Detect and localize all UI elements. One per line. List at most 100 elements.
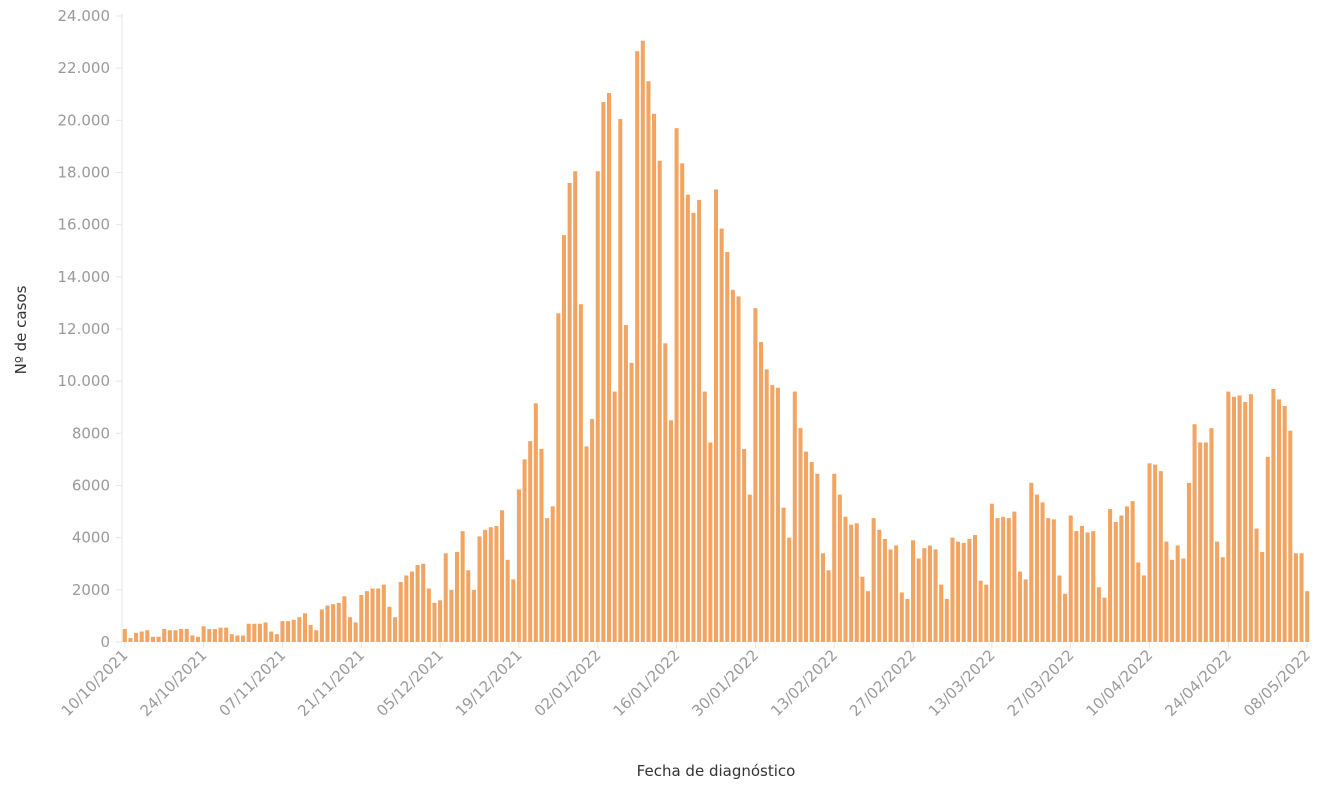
bar bbox=[359, 595, 364, 642]
y-tick-label: 14.000 bbox=[58, 268, 111, 286]
bar bbox=[1091, 531, 1096, 642]
bar bbox=[539, 448, 544, 642]
bar bbox=[342, 596, 347, 642]
x-tick-label: 10/04/2022 bbox=[1082, 646, 1156, 720]
bar bbox=[646, 81, 651, 643]
bar bbox=[156, 636, 161, 642]
bar bbox=[640, 40, 645, 642]
bar bbox=[730, 289, 735, 642]
y-tick-label: 2000 bbox=[72, 581, 110, 599]
bar bbox=[201, 626, 206, 642]
bar bbox=[1254, 528, 1259, 642]
bar bbox=[927, 545, 932, 642]
bar bbox=[798, 428, 803, 642]
bar bbox=[404, 575, 409, 642]
bar bbox=[984, 584, 989, 642]
bar bbox=[1282, 405, 1287, 642]
bar bbox=[336, 602, 341, 642]
bar bbox=[432, 602, 437, 642]
bar bbox=[415, 565, 420, 642]
bar bbox=[545, 518, 550, 642]
bar bbox=[1079, 525, 1084, 642]
bar bbox=[590, 418, 595, 642]
bar bbox=[505, 559, 510, 642]
bar bbox=[195, 636, 201, 642]
bar bbox=[477, 536, 482, 642]
bar bbox=[956, 541, 961, 642]
y-tick-label: 24.000 bbox=[58, 7, 111, 25]
bar bbox=[1034, 494, 1039, 642]
bar bbox=[348, 617, 353, 642]
bar bbox=[128, 638, 133, 642]
bar bbox=[595, 171, 600, 642]
x-tick-label: 05/12/2021 bbox=[373, 646, 447, 720]
bar bbox=[297, 617, 302, 642]
bar bbox=[989, 503, 994, 642]
bar bbox=[719, 228, 724, 642]
y-tick-label: 4000 bbox=[72, 529, 110, 547]
bar bbox=[837, 494, 842, 642]
y-axis-title: Nº de casos bbox=[12, 285, 30, 374]
bar bbox=[246, 623, 251, 642]
bar bbox=[877, 529, 882, 642]
x-tick-label: 19/12/2021 bbox=[452, 646, 526, 720]
bar bbox=[708, 442, 713, 642]
bar bbox=[1136, 562, 1141, 642]
bar bbox=[1305, 591, 1310, 642]
bar bbox=[680, 163, 685, 642]
bar bbox=[1001, 516, 1006, 642]
bar bbox=[792, 391, 797, 642]
bar bbox=[1108, 508, 1113, 642]
bar bbox=[832, 473, 837, 642]
bar bbox=[122, 628, 127, 642]
bar bbox=[302, 613, 308, 642]
bar bbox=[905, 598, 910, 642]
bar bbox=[212, 628, 217, 642]
bar bbox=[674, 128, 679, 643]
bar bbox=[263, 622, 268, 642]
bar bbox=[978, 580, 983, 642]
bar bbox=[1158, 471, 1163, 642]
bar bbox=[775, 387, 780, 642]
bar bbox=[364, 591, 369, 642]
bar bbox=[454, 552, 460, 642]
bar bbox=[916, 558, 921, 642]
bar bbox=[1063, 593, 1068, 642]
bar bbox=[443, 553, 448, 642]
bar bbox=[826, 570, 831, 642]
bar bbox=[922, 548, 927, 642]
x-tick-label: 07/11/2021 bbox=[215, 646, 289, 720]
bar bbox=[145, 630, 150, 642]
bar bbox=[381, 584, 386, 642]
bar bbox=[612, 391, 617, 642]
x-tick-label: 27/03/2022 bbox=[1004, 646, 1078, 720]
bar bbox=[173, 630, 178, 642]
bar bbox=[257, 623, 262, 642]
x-tick-label: 13/03/2022 bbox=[925, 646, 999, 720]
bar bbox=[398, 582, 403, 642]
bar bbox=[1231, 396, 1237, 642]
bar bbox=[421, 563, 426, 642]
x-tick-label: 30/01/2022 bbox=[688, 646, 762, 720]
bar bbox=[584, 446, 589, 642]
bar bbox=[556, 313, 561, 642]
bar bbox=[1164, 541, 1169, 642]
x-axis-title: Fecha de diagnóstico bbox=[637, 762, 796, 780]
bar bbox=[888, 549, 893, 642]
bar bbox=[207, 628, 212, 642]
bar bbox=[218, 627, 223, 642]
bar bbox=[742, 448, 747, 642]
bar bbox=[314, 630, 319, 642]
bar bbox=[1243, 402, 1248, 642]
bar bbox=[713, 189, 719, 642]
bar bbox=[950, 537, 955, 642]
bar bbox=[967, 538, 972, 642]
bar bbox=[1141, 575, 1146, 642]
bar bbox=[516, 489, 521, 642]
bar bbox=[1198, 442, 1203, 642]
bar bbox=[1170, 559, 1175, 642]
bar bbox=[370, 588, 375, 642]
bar bbox=[809, 462, 814, 642]
bar bbox=[691, 212, 696, 642]
